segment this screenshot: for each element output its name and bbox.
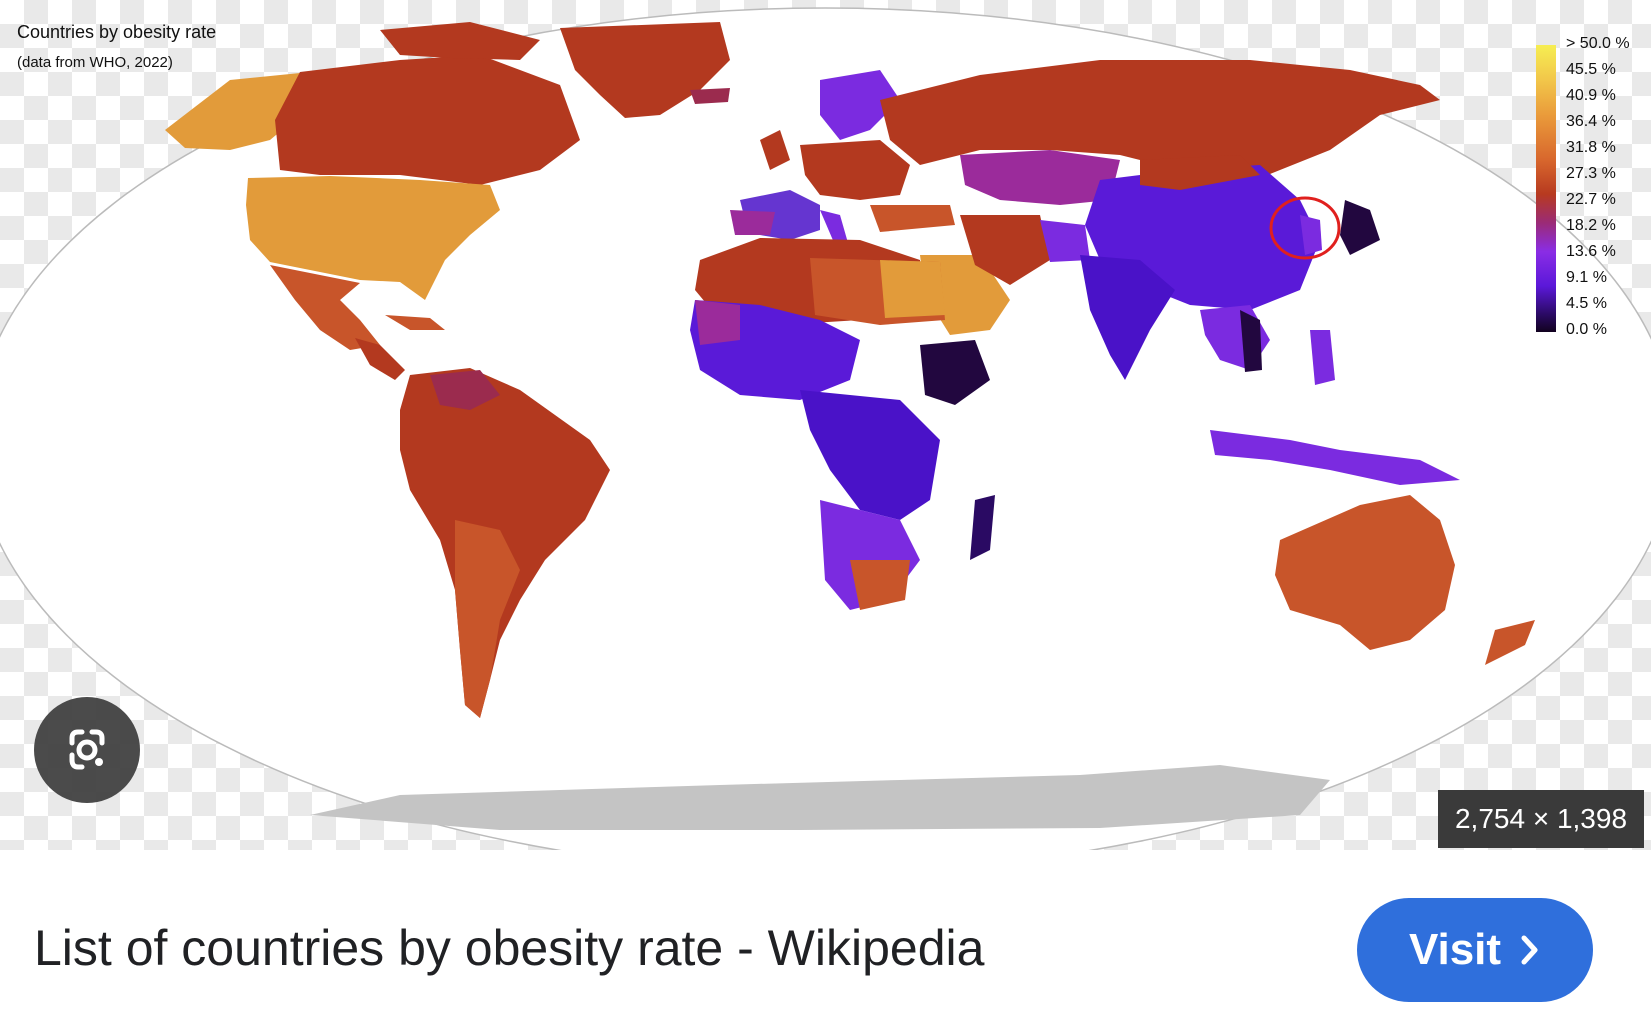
region-korea — [1300, 215, 1322, 255]
result-title[interactable]: List of countries by obesity rate - Wiki… — [34, 920, 985, 976]
region-south-africa — [850, 560, 910, 610]
region-new-zealand — [1485, 620, 1535, 665]
map-subtitle: (data from WHO, 2022) — [17, 54, 173, 71]
region-caribbean — [385, 315, 445, 330]
region-egypt — [880, 260, 945, 318]
region-mauritania — [695, 300, 740, 345]
legend-label: 45.5 % — [1566, 61, 1616, 78]
chevron-right-icon — [1521, 935, 1538, 965]
legend-label: 31.8 % — [1566, 139, 1616, 156]
legend-label: 9.1 % — [1566, 269, 1607, 286]
legend-label: 13.6 % — [1566, 243, 1616, 260]
region-indonesia — [1210, 430, 1460, 485]
color-legend: > 50.0 % 45.5 % 40.9 % 36.4 % 31.8 % 27.… — [1536, 35, 1646, 338]
map-title: Countries by obesity rate — [17, 22, 217, 42]
legend-label: 27.3 % — [1566, 165, 1616, 182]
region-iceland — [690, 88, 730, 104]
region-greenland — [560, 22, 730, 118]
region-alaska — [165, 72, 310, 150]
legend-label: > 50.0 % — [1566, 35, 1630, 52]
legend-label: 18.2 % — [1566, 217, 1616, 234]
region-afghanistan — [1040, 220, 1090, 262]
region-canadian-arctic — [380, 22, 540, 60]
google-lens-icon — [69, 729, 105, 770]
region-central-africa — [800, 390, 940, 520]
image-viewer[interactable]: Countries by obesity rate (data from WHO… — [0, 0, 1651, 850]
region-canada — [275, 55, 580, 185]
region-central-america — [355, 338, 405, 380]
visit-button[interactable]: Visit — [1357, 898, 1593, 1002]
legend-label: 0.0 % — [1566, 321, 1607, 338]
region-spain — [730, 210, 775, 235]
region-australia — [1275, 495, 1455, 650]
region-central-europe — [800, 140, 910, 200]
region-argentina-chile — [455, 520, 520, 718]
region-madagascar — [970, 495, 995, 560]
region-mongolia — [1140, 155, 1260, 190]
region-turkey — [870, 205, 955, 232]
region-venezuela — [430, 370, 500, 410]
legend-label: 22.7 % — [1566, 191, 1616, 208]
region-usa — [246, 176, 500, 300]
legend-label: 4.5 % — [1566, 295, 1607, 312]
world-obesity-map — [0, 7, 1651, 850]
region-mexico — [270, 265, 380, 350]
image-dimensions-badge: 2,754 × 1,398 — [1438, 790, 1644, 848]
legend-color-bar — [1536, 45, 1556, 332]
region-ethiopia — [920, 340, 990, 405]
highlight-circle — [1269, 196, 1341, 260]
region-india — [1080, 255, 1175, 380]
legend-label: 40.9 % — [1566, 87, 1616, 104]
region-iran — [960, 215, 1050, 285]
region-philippines — [1310, 330, 1335, 385]
region-uk — [760, 130, 790, 170]
region-vietnam — [1240, 310, 1262, 372]
region-antarctica — [310, 765, 1330, 830]
visit-button-label: Visit — [1408, 925, 1502, 974]
region-scandinavia — [820, 70, 900, 140]
legend-label: 36.4 % — [1566, 113, 1616, 130]
region-russia — [880, 60, 1440, 190]
region-japan — [1340, 200, 1380, 255]
google-lens-button[interactable] — [34, 697, 140, 803]
region-central-asia — [960, 150, 1120, 205]
